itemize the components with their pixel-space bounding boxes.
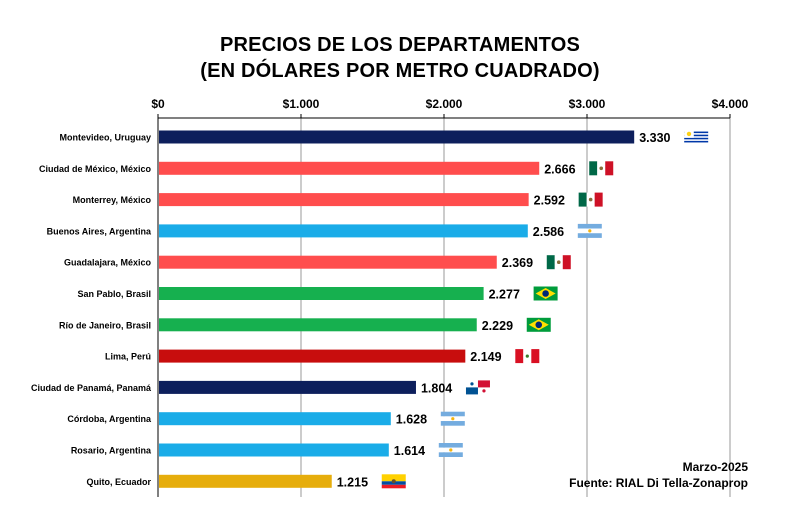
category-label: Montevideo, Uruguay [59, 133, 151, 143]
value-label: 1.614 [394, 444, 425, 458]
bar [159, 380, 416, 394]
value-label: 2.666 [544, 162, 575, 176]
bar [159, 474, 332, 488]
x-tick-label: $1.000 [283, 97, 320, 111]
value-label: 2.149 [470, 350, 501, 364]
category-label: Buenos Aires, Argentina [47, 226, 152, 236]
uruguay-flag-icon [684, 130, 709, 144]
bar [159, 130, 635, 144]
value-label: 2.229 [482, 319, 513, 333]
category-label: San Pablo, Brasil [77, 289, 151, 299]
value-label: 1.804 [421, 381, 452, 395]
value-label: 2.369 [502, 256, 533, 270]
bar [159, 161, 540, 175]
x-tick-label: $3.000 [569, 97, 606, 111]
category-label: Lima, Perú [105, 352, 151, 362]
mexico-flag-icon [546, 255, 571, 270]
value-label: 2.592 [534, 194, 565, 208]
brazil-flag-icon [533, 286, 558, 301]
brazil-flag-icon [526, 317, 551, 332]
chart-subtitle: (EN DÓLARES POR METRO CUADRADO) [200, 60, 600, 82]
argentina-flag-icon [577, 223, 602, 238]
category-label: Quito, Ecuador [86, 477, 151, 487]
category-label: Rosario, Argentina [71, 446, 152, 456]
bar [159, 193, 529, 207]
mexico-flag-icon [578, 192, 603, 207]
category-label: Córdoba, Argentina [67, 414, 152, 424]
mexico-flag-icon [589, 161, 614, 176]
category-label: Guadalajara, México [64, 258, 152, 268]
value-label: 1.215 [337, 475, 368, 489]
bar [159, 224, 528, 238]
category-label: Río de Janeiro, Brasil [59, 320, 151, 330]
peru-flag-icon [515, 349, 540, 364]
category-label: Ciudad de México, México [39, 164, 152, 174]
date-note: Marzo-2025 [682, 460, 748, 474]
value-label: 2.277 [489, 288, 520, 302]
bar [159, 349, 466, 363]
value-label: 2.586 [533, 225, 564, 239]
bar [159, 443, 389, 457]
bar [159, 287, 484, 300]
x-tick-label: $0 [151, 97, 165, 111]
chart-title: PRECIOS DE LOS DEPARTAMENTOS [219, 34, 581, 56]
source-note: Fuente: RIAL Di Tella-Zonaprop [569, 476, 748, 490]
bar [159, 255, 497, 269]
argentina-flag-icon [438, 443, 463, 457]
category-label: Ciudad de Panamá, Panamá [31, 383, 152, 393]
value-label: 1.628 [396, 413, 427, 427]
panama-flag-icon [465, 380, 490, 395]
bar [159, 318, 477, 332]
x-tick-label: $4.000 [712, 97, 749, 111]
bar [159, 412, 391, 426]
x-tick-label: $2.000 [426, 97, 463, 111]
value-label: 3.330 [639, 131, 670, 145]
ecuador-flag-icon [381, 474, 406, 489]
argentina-flag-icon [440, 411, 465, 426]
category-label: Monterrey, México [73, 195, 152, 205]
